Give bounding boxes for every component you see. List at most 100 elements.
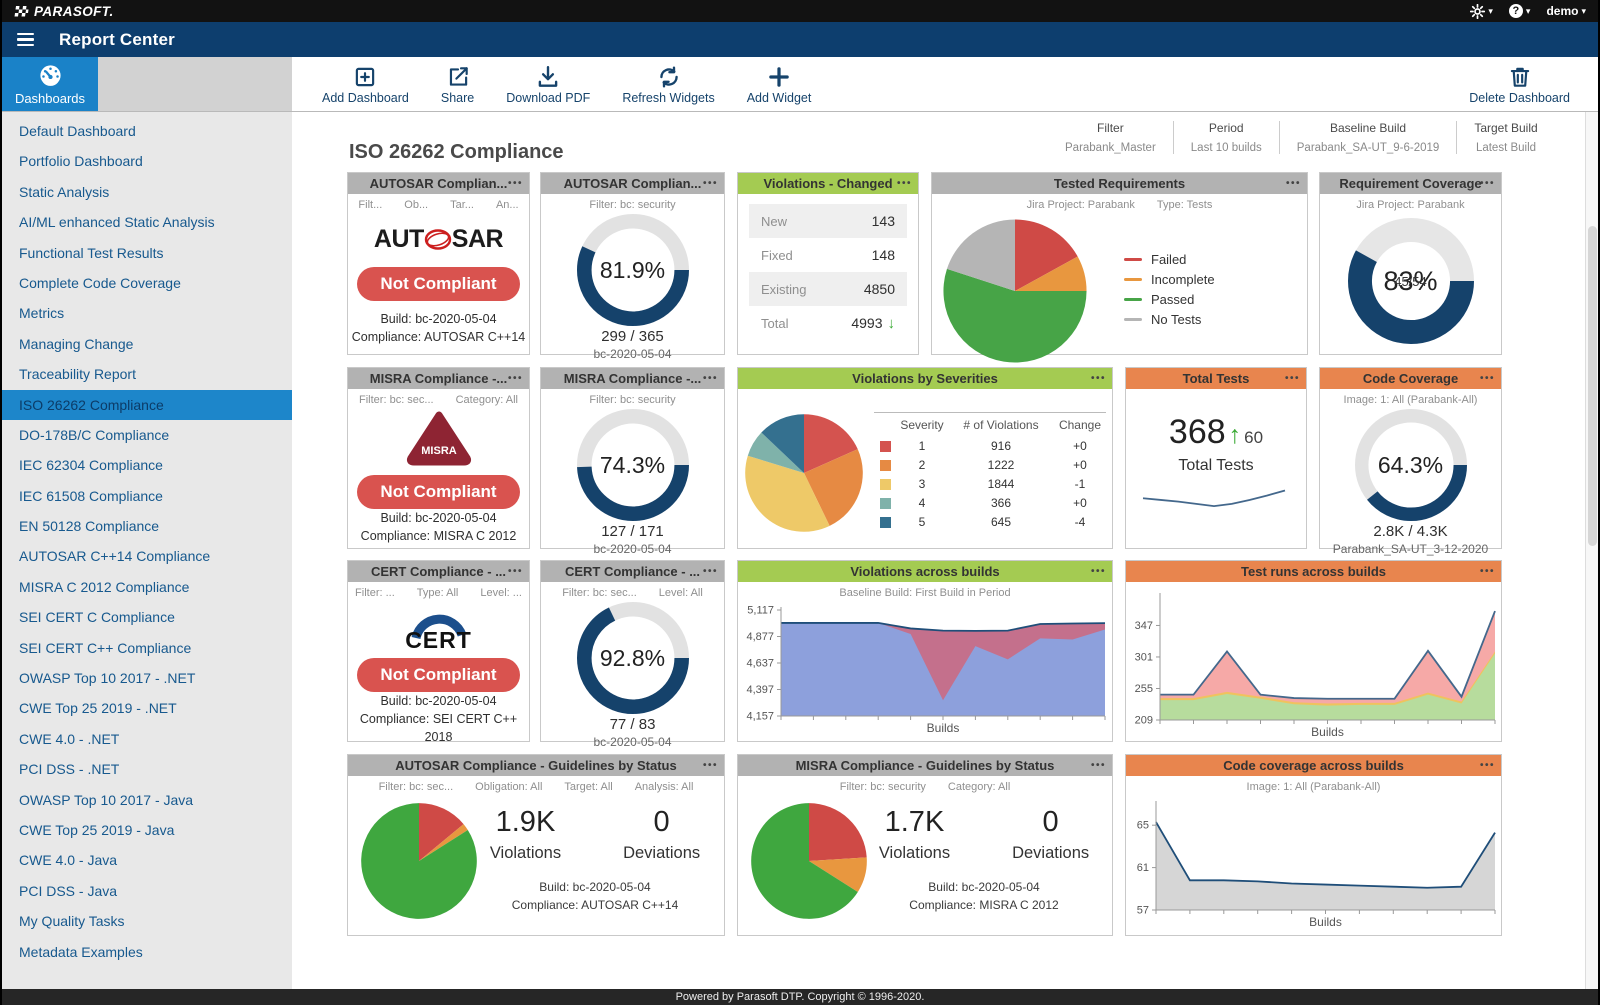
- widget-menu-icon[interactable]: •••: [1090, 373, 1106, 384]
- widget-header[interactable]: Code coverage across builds •••: [1126, 755, 1501, 776]
- sidebar-item[interactable]: MISRA C 2012 Compliance: [19, 578, 190, 595]
- sidebar-item[interactable]: AUTOSAR C++14 Compliance: [19, 548, 211, 565]
- sidebar-item[interactable]: Complete Code Coverage: [19, 274, 181, 291]
- widget-header[interactable]: Test runs across builds •••: [1126, 561, 1501, 582]
- widget-menu-icon[interactable]: •••: [507, 373, 523, 384]
- widget-filter: Filter: bc: sec...: [359, 394, 434, 406]
- widget-header[interactable]: MISRA Compliance - Guidelines by Status …: [738, 755, 1112, 776]
- sidebar-item[interactable]: Default Dashboard: [19, 123, 136, 139]
- legend-swatch: [1124, 258, 1142, 261]
- widget-menu-icon[interactable]: •••: [1090, 760, 1106, 771]
- widget-filter: Category: All: [947, 781, 1011, 793]
- sidebar-item[interactable]: ISO 26262 Compliance: [2, 389, 292, 420]
- sidebar-item[interactable]: Metadata Examples: [19, 943, 143, 960]
- refresh-widgets-button[interactable]: Refresh Widgets: [622, 64, 715, 105]
- widget-menu-icon[interactable]: •••: [702, 178, 718, 189]
- widget-menu-icon[interactable]: •••: [507, 178, 523, 189]
- legend-label: Failed: [1151, 252, 1187, 267]
- content-scrollbar-thumb[interactable]: [1587, 226, 1597, 546]
- sidebar-item[interactable]: Traceability Report: [19, 366, 136, 383]
- sidebar-item[interactable]: EN 50128 Compliance: [19, 518, 160, 535]
- widget-header[interactable]: MISRA Compliance -... •••: [348, 368, 529, 389]
- sidebar-item[interactable]: SEI CERT C Compliance: [19, 609, 175, 626]
- sidebar-item[interactable]: CWE Top 25 2019 - Java: [19, 821, 175, 838]
- sidebar-item[interactable]: IEC 62304 Compliance: [19, 457, 163, 474]
- widget-menu-icon[interactable]: •••: [507, 566, 523, 577]
- delete-dashboard-button[interactable]: Delete Dashboard: [1469, 64, 1570, 105]
- deviations-count: 0: [653, 805, 670, 838]
- widget-menu-icon[interactable]: •••: [702, 566, 718, 577]
- tab-dashboards[interactable]: Dashboards: [2, 57, 98, 111]
- sidebar-item[interactable]: DO-178B/C Compliance: [19, 426, 170, 443]
- widget-header[interactable]: AUTOSAR Complian... •••: [348, 173, 529, 194]
- parasoft-logo[interactable]: PARASOFT.: [14, 4, 114, 19]
- tab-row: Dashboards Add Dashboard Share Download …: [2, 57, 1598, 112]
- widget-header[interactable]: Violations - Changed •••: [738, 173, 918, 194]
- user-menu[interactable]: demo ▾: [1546, 4, 1586, 18]
- widget-filter: Tar...: [450, 199, 474, 211]
- share-button[interactable]: Share: [441, 64, 474, 105]
- widget-menu-icon[interactable]: •••: [702, 373, 718, 384]
- widget-header[interactable]: AUTOSAR Complian... •••: [541, 173, 724, 194]
- sidebar-item[interactable]: OWASP Top 10 2017 - Java: [19, 791, 194, 808]
- download-pdf-button[interactable]: Download PDF: [506, 64, 590, 105]
- widget-menu-icon[interactable]: •••: [1284, 373, 1300, 384]
- widget-menu-icon[interactable]: •••: [1090, 566, 1106, 577]
- widget-filters: Filt... Ob... Tar... An...: [358, 199, 518, 211]
- sidebar-item[interactable]: IEC 61508 Compliance: [19, 487, 163, 504]
- settings-menu[interactable]: ▾: [1470, 3, 1493, 19]
- meta-baseline-build[interactable]: Baseline Build Parabank_SA-UT_9-6-2019: [1278, 121, 1457, 154]
- content-scrollbar[interactable]: [1585, 112, 1598, 989]
- add-widget-button[interactable]: Add Widget: [747, 64, 811, 105]
- menu-icon[interactable]: [17, 32, 34, 47]
- widget-header[interactable]: Violations across builds •••: [738, 561, 1112, 582]
- sidebar-item[interactable]: Functional Test Results: [19, 244, 164, 261]
- widget-menu-icon[interactable]: •••: [1479, 373, 1495, 384]
- sidebar-item[interactable]: CWE Top 25 2019 - .NET: [19, 700, 177, 717]
- sidebar-item[interactable]: PCI DSS - .NET: [19, 761, 120, 778]
- cert-logo: CERT: [405, 605, 472, 654]
- meta-target-build[interactable]: Target Build Latest Build: [1456, 121, 1554, 154]
- sidebar-item[interactable]: SEI CERT C++ Compliance: [19, 639, 192, 656]
- widget-menu-icon[interactable]: •••: [1479, 178, 1495, 189]
- add-dashboard-label: Add Dashboard: [322, 90, 409, 105]
- add-dashboard-button[interactable]: Add Dashboard: [322, 64, 409, 105]
- meta-period[interactable]: Period Last 10 builds: [1172, 121, 1279, 154]
- widget-menu-icon[interactable]: •••: [896, 178, 912, 189]
- widget-header[interactable]: Violations by Severities •••: [738, 368, 1112, 389]
- widget-menu-icon[interactable]: •••: [1285, 178, 1301, 189]
- sidebar-item[interactable]: Metrics: [19, 305, 65, 322]
- widget-header[interactable]: MISRA Compliance -... •••: [541, 368, 724, 389]
- autosar-logo-text: AUT: [373, 225, 424, 253]
- sidebar-item[interactable]: My Quality Tasks: [19, 913, 125, 930]
- widget-header[interactable]: Requirement Coverage •••: [1320, 173, 1501, 194]
- sidebar-item[interactable]: AI/ML enhanced Static Analysis: [19, 214, 215, 231]
- widget-total-tests: Total Tests ••• 368 ↑ 60 Total Tests: [1125, 367, 1307, 549]
- svg-text:61: 61: [1137, 862, 1149, 874]
- sidebar-item[interactable]: Static Analysis: [19, 183, 110, 200]
- widget-header[interactable]: Code Coverage •••: [1320, 368, 1501, 389]
- widget-menu-icon[interactable]: •••: [1479, 760, 1495, 771]
- dashboard-meta: Filter Parabank_Master Period Last 10 build…: [1048, 121, 1555, 154]
- trash-icon: [1510, 67, 1529, 87]
- widget-header[interactable]: CERT Compliance - ... •••: [541, 561, 724, 582]
- sidebar-item[interactable]: PCI DSS - Java: [19, 882, 118, 899]
- code-coverage-across-builds-chart: 65 61 57 Builds: [1126, 796, 1501, 930]
- footer-text: Powered by Parasoft DTP. Copyright © 199…: [675, 991, 925, 1003]
- sidebar-item[interactable]: OWASP Top 10 2017 - .NET: [19, 670, 196, 687]
- help-menu[interactable]: ? ▾: [1508, 4, 1530, 18]
- widget-header[interactable]: CERT Compliance - ... •••: [348, 561, 529, 582]
- widget-header[interactable]: AUTOSAR Compliance - Guidelines by Statu…: [348, 755, 724, 776]
- sidebar-item[interactable]: CWE 4.0 - Java: [19, 852, 118, 869]
- widget-violations-across-builds: Violations across builds ••• Baseline Bu…: [737, 560, 1113, 742]
- sidebar-item[interactable]: Portfolio Dashboard: [19, 153, 143, 170]
- compliance-label: Compliance: AUTOSAR C++14: [351, 329, 526, 344]
- widget-header[interactable]: Total Tests •••: [1126, 368, 1306, 389]
- meta-filter[interactable]: Filter Parabank_Master: [1048, 121, 1173, 154]
- widget-menu-icon[interactable]: •••: [702, 760, 718, 771]
- widget-menu-icon[interactable]: •••: [1479, 566, 1495, 577]
- widget-filters: Filter: bc: sec... Category: All: [359, 394, 518, 406]
- sidebar-item[interactable]: Managing Change: [19, 335, 134, 352]
- sidebar-item[interactable]: CWE 4.0 - .NET: [19, 730, 120, 747]
- widget-header[interactable]: Tested Requirements •••: [932, 173, 1307, 194]
